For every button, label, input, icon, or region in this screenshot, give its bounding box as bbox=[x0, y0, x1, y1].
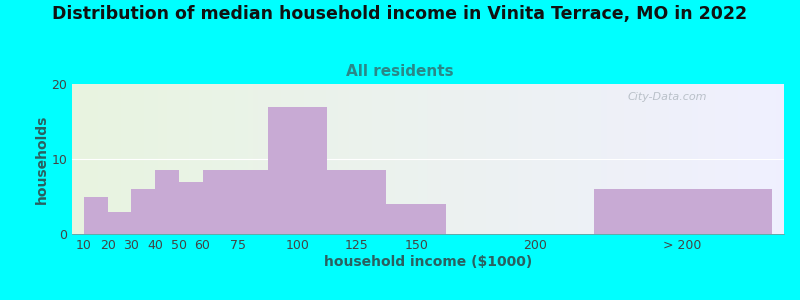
Text: All residents: All residents bbox=[346, 64, 454, 80]
Bar bbox=[84, 196, 107, 234]
Bar bbox=[202, 170, 238, 234]
Bar bbox=[386, 204, 446, 234]
X-axis label: household income ($1000): household income ($1000) bbox=[324, 255, 532, 268]
Bar bbox=[155, 170, 179, 234]
Bar bbox=[131, 189, 155, 234]
Y-axis label: households: households bbox=[34, 114, 49, 204]
Text: City-Data.com: City-Data.com bbox=[627, 92, 707, 101]
Bar bbox=[107, 212, 131, 234]
Bar bbox=[327, 170, 386, 234]
Bar bbox=[238, 170, 268, 234]
Bar bbox=[268, 106, 327, 234]
Bar bbox=[594, 189, 772, 234]
Bar bbox=[179, 182, 202, 234]
Text: Distribution of median household income in Vinita Terrace, MO in 2022: Distribution of median household income … bbox=[53, 4, 747, 22]
